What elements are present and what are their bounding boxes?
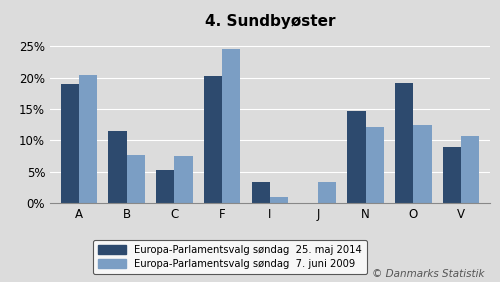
Bar bbox=[204, 76, 222, 203]
Title: 4. Sundbyøster: 4. Sundbyøster bbox=[205, 14, 335, 28]
Bar bbox=[414, 125, 432, 203]
Bar bbox=[60, 84, 78, 203]
Bar bbox=[108, 131, 126, 203]
Bar bbox=[443, 147, 462, 203]
Bar bbox=[270, 197, 288, 203]
Bar bbox=[348, 111, 366, 203]
Bar bbox=[174, 156, 192, 203]
Bar bbox=[318, 182, 336, 203]
Bar bbox=[156, 170, 174, 203]
Bar bbox=[462, 136, 479, 203]
Bar bbox=[396, 83, 413, 203]
Bar bbox=[78, 75, 97, 203]
Bar bbox=[252, 182, 270, 203]
Bar bbox=[126, 155, 144, 203]
Text: © Danmarks Statistik: © Danmarks Statistik bbox=[372, 269, 485, 279]
Bar bbox=[222, 49, 240, 203]
Bar bbox=[366, 127, 384, 203]
Legend: Europa-Parlamentsvalg søndag  25. maj 2014, Europa-Parlamentsvalg søndag  7. jun: Europa-Parlamentsvalg søndag 25. maj 201… bbox=[93, 240, 367, 274]
